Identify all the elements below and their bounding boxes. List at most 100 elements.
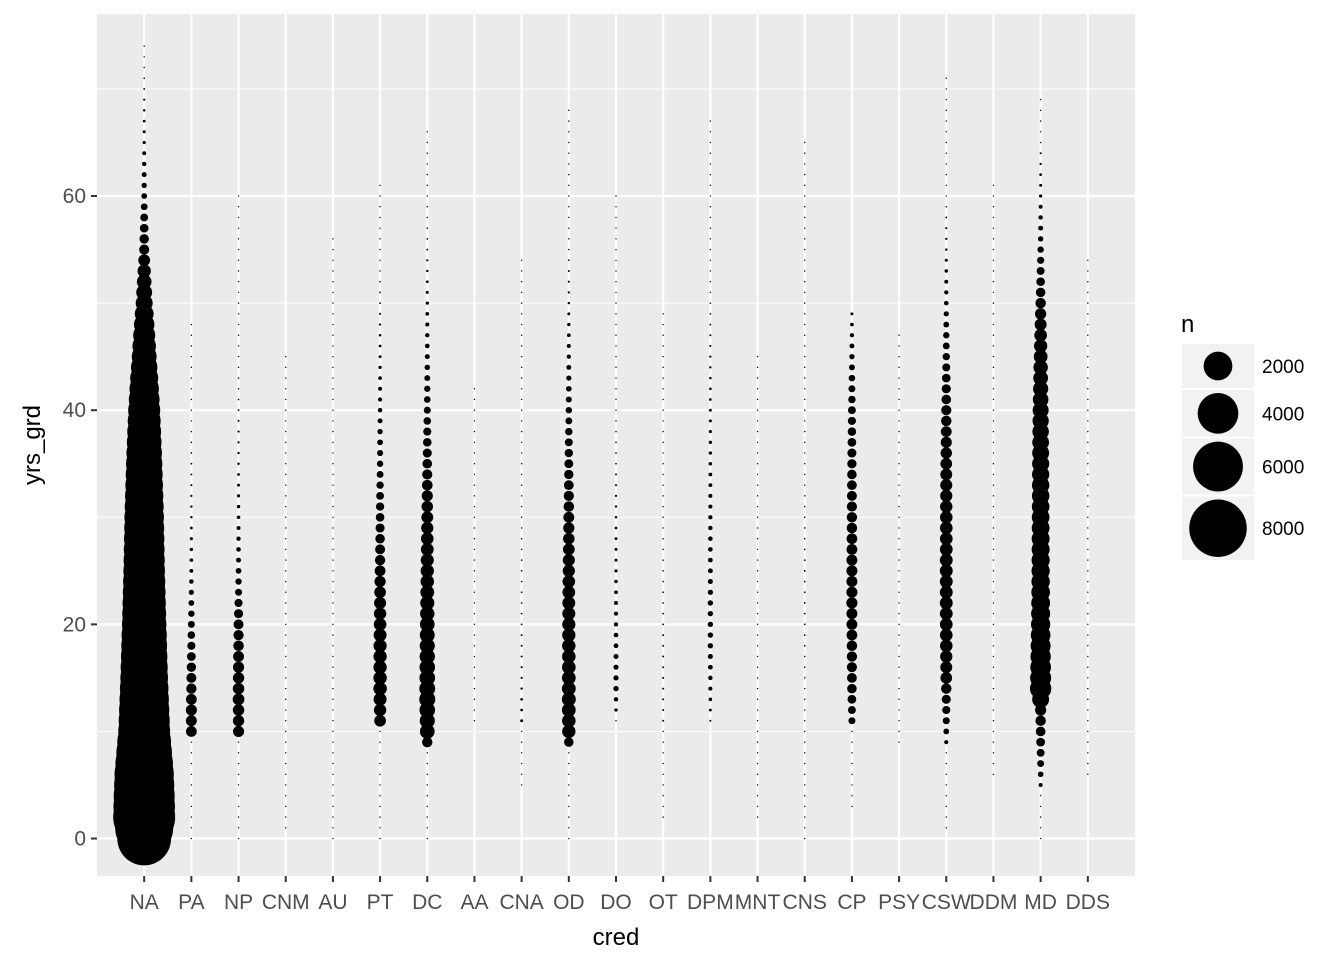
data-point (939, 628, 953, 642)
data-point (520, 730, 523, 733)
data-point (756, 612, 759, 615)
data-point (992, 259, 995, 261)
legend-label: 2000 (1262, 357, 1304, 378)
data-point (614, 484, 618, 487)
data-point (846, 608, 858, 620)
data-point (847, 480, 857, 491)
data-point (520, 388, 523, 390)
data-point (1038, 225, 1044, 231)
data-point (285, 409, 287, 411)
data-point (375, 533, 385, 544)
data-point (804, 484, 806, 486)
data-point (568, 752, 570, 754)
data-point (1087, 591, 1089, 593)
data-point (662, 709, 665, 712)
data-point (186, 672, 197, 683)
data-point (375, 544, 386, 555)
data-point (520, 291, 523, 294)
data-point (804, 762, 806, 765)
data-point (898, 334, 900, 336)
data-point (662, 430, 664, 433)
data-point (942, 717, 950, 725)
data-point (940, 426, 952, 438)
data-point (332, 409, 334, 411)
data-point (945, 805, 947, 808)
data-point (568, 827, 570, 829)
data-point (423, 406, 431, 414)
data-point (615, 313, 617, 315)
data-point (143, 77, 146, 80)
data-point (945, 216, 948, 219)
data-point (520, 313, 523, 315)
data-point (190, 516, 193, 519)
data-point (237, 302, 240, 304)
data-point (1087, 430, 1089, 433)
data-point (332, 559, 334, 561)
data-point (379, 184, 381, 187)
data-point (568, 762, 570, 765)
data-point (945, 237, 948, 241)
data-point (846, 544, 858, 555)
data-point (992, 270, 995, 272)
data-point (561, 692, 576, 707)
data-point (846, 597, 858, 609)
data-point (803, 602, 806, 604)
data-point (520, 708, 523, 712)
data-point (186, 652, 196, 661)
data-point (708, 504, 713, 509)
data-point (615, 462, 617, 465)
data-point (285, 420, 287, 422)
data-point (804, 709, 806, 711)
data-point (709, 120, 712, 122)
x-tick-label: AA (460, 891, 488, 914)
data-point (373, 649, 387, 664)
data-point (992, 323, 995, 326)
data-point (332, 741, 334, 743)
data-point (898, 355, 900, 358)
data-point (379, 805, 381, 808)
data-point (992, 570, 995, 572)
data-point (332, 752, 334, 754)
data-point (420, 564, 434, 578)
data-point (379, 270, 381, 272)
data-point (332, 548, 334, 551)
data-point (1036, 277, 1045, 287)
data-point (285, 484, 287, 486)
data-point (850, 322, 854, 327)
data-point (285, 612, 287, 615)
data-point (756, 720, 759, 722)
data-point (373, 703, 387, 717)
data-point (1087, 484, 1089, 486)
data-point (615, 409, 617, 411)
data-point (803, 495, 806, 497)
data-point (379, 827, 381, 829)
data-point (992, 398, 995, 401)
x-tick-label: DO (600, 891, 632, 914)
data-point (285, 677, 287, 679)
data-point (473, 612, 476, 615)
data-point (804, 398, 806, 401)
data-point (804, 355, 806, 358)
data-point (379, 302, 382, 305)
data-point (1087, 527, 1089, 529)
data-point (898, 666, 900, 668)
data-point (190, 473, 193, 476)
data-point (804, 388, 806, 390)
x-tick-label: NP (224, 891, 253, 914)
data-point (1087, 698, 1089, 701)
data-point (190, 805, 193, 808)
data-point (804, 463, 806, 465)
data-point (756, 645, 759, 647)
data-point (898, 452, 900, 454)
data-point (1087, 505, 1089, 508)
data-point (898, 345, 900, 347)
data-point (332, 430, 334, 433)
data-point (421, 479, 433, 491)
data-point (237, 794, 240, 797)
data-point (945, 816, 947, 818)
data-point (615, 377, 617, 379)
data-point (520, 516, 523, 518)
data-point (285, 720, 287, 722)
data-point (804, 206, 806, 208)
data-point (520, 505, 523, 508)
